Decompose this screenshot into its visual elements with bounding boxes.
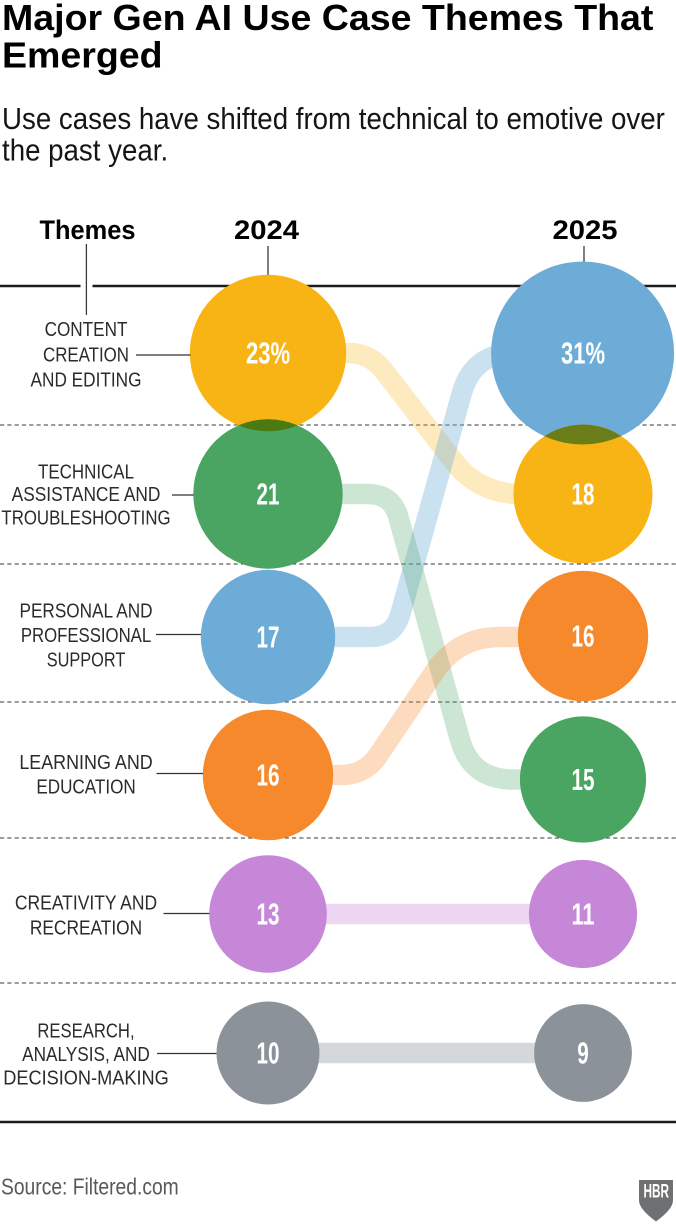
svg-text:Use cases have shifted from te: Use cases have shifted from technical to… bbox=[2, 102, 665, 137]
svg-text:ANALYSIS, AND: ANALYSIS, AND bbox=[22, 1044, 150, 1067]
svg-text:TROUBLESHOOTING: TROUBLESHOOTING bbox=[1, 507, 170, 530]
svg-text:23%: 23% bbox=[246, 336, 290, 370]
svg-text:31%: 31% bbox=[561, 336, 605, 370]
svg-text:2024: 2024 bbox=[234, 215, 299, 245]
svg-text:15: 15 bbox=[572, 763, 595, 797]
svg-text:DECISION-MAKING: DECISION-MAKING bbox=[3, 1067, 169, 1090]
svg-text:16: 16 bbox=[572, 619, 595, 653]
svg-text:TECHNICAL: TECHNICAL bbox=[38, 461, 134, 484]
svg-text:13: 13 bbox=[257, 897, 280, 931]
svg-text:CONTENT: CONTENT bbox=[45, 319, 128, 342]
svg-text:17: 17 bbox=[257, 620, 280, 654]
svg-text:SUPPORT: SUPPORT bbox=[47, 649, 126, 672]
svg-text:Themes: Themes bbox=[40, 215, 136, 245]
svg-text:ASSISTANCE AND: ASSISTANCE AND bbox=[12, 484, 161, 507]
svg-text:PERSONAL AND: PERSONAL AND bbox=[20, 600, 153, 623]
svg-text:Major Gen AI Use Case Themes T: Major Gen AI Use Case Themes That bbox=[2, 0, 653, 38]
svg-text:the past year.: the past year. bbox=[2, 133, 168, 168]
svg-text:PROFESSIONAL: PROFESSIONAL bbox=[21, 625, 151, 648]
svg-text:CREATION: CREATION bbox=[43, 344, 129, 367]
svg-text:9: 9 bbox=[577, 1036, 589, 1070]
svg-text:RECREATION: RECREATION bbox=[30, 917, 142, 940]
svg-text:16: 16 bbox=[257, 758, 280, 792]
svg-text:AND EDITING: AND EDITING bbox=[31, 369, 142, 392]
svg-text:HBR: HBR bbox=[644, 1181, 670, 1203]
svg-text:Source: Filtered.com: Source: Filtered.com bbox=[1, 1174, 179, 1200]
svg-text:21: 21 bbox=[257, 477, 280, 511]
svg-text:CREATIVITY AND: CREATIVITY AND bbox=[15, 892, 157, 915]
svg-text:18: 18 bbox=[572, 477, 595, 511]
svg-text:Emerged: Emerged bbox=[2, 35, 163, 75]
svg-text:10: 10 bbox=[257, 1036, 280, 1070]
svg-text:LEARNING AND: LEARNING AND bbox=[19, 752, 152, 775]
svg-text:11: 11 bbox=[572, 897, 595, 931]
svg-text:2025: 2025 bbox=[553, 215, 618, 245]
svg-text:RESEARCH,: RESEARCH, bbox=[37, 1020, 134, 1043]
svg-text:EDUCATION: EDUCATION bbox=[36, 776, 135, 799]
